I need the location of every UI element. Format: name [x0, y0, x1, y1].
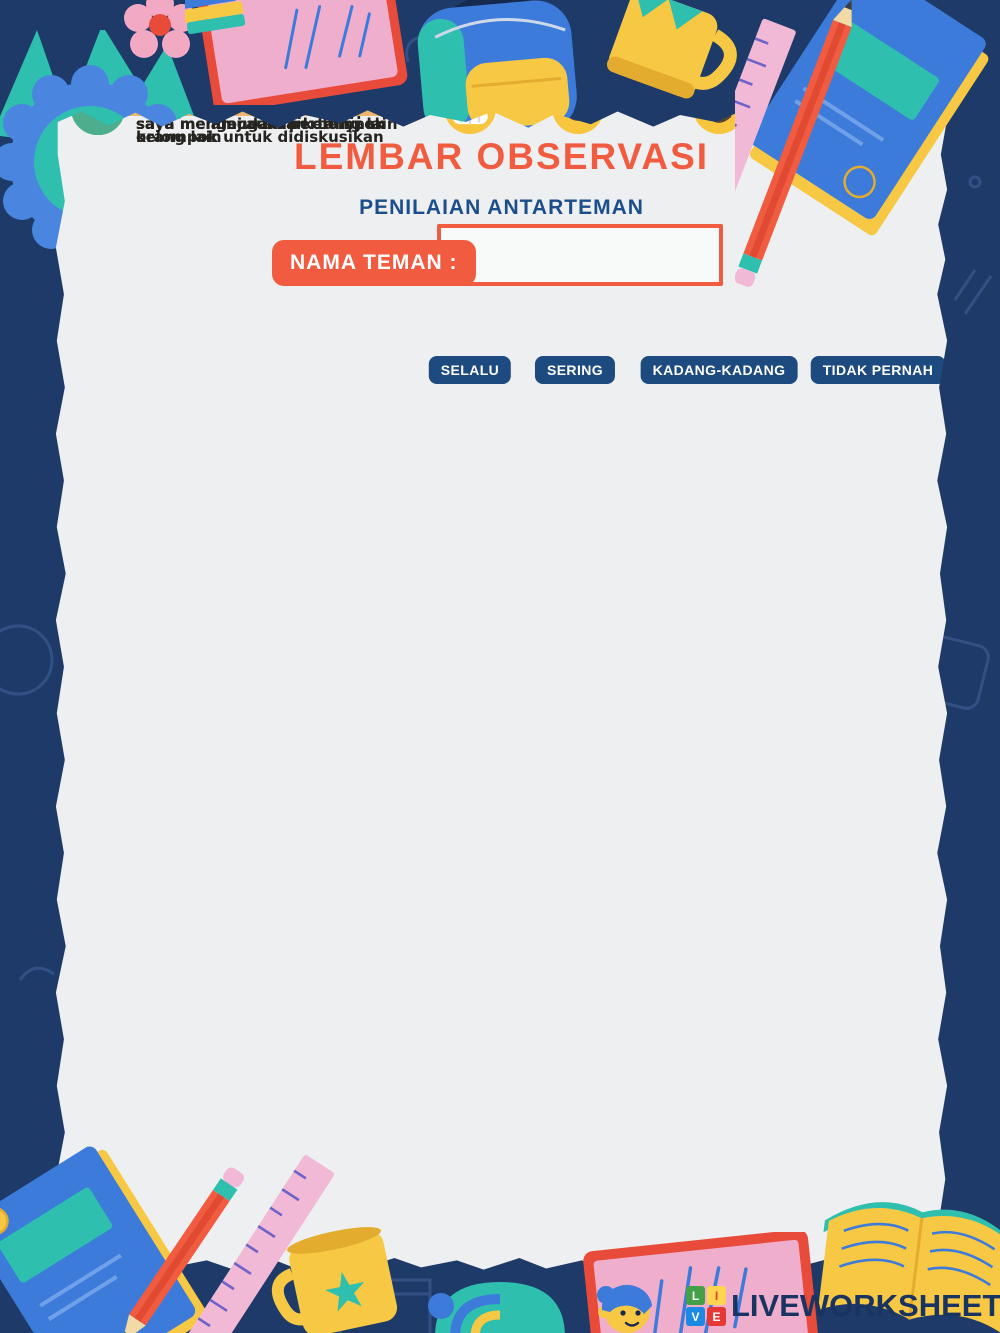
teal-backpack-decoration [428, 1282, 565, 1333]
page-subtitle: PENILAIAN ANTARTEMAN [359, 196, 644, 219]
row-number: 6 [71, 110, 125, 135]
page-title: LEMBAR OBSERVASI [293, 136, 710, 177]
pensive-face-icon [847, 79, 905, 137]
friend-name-input[interactable] [437, 224, 723, 286]
worksheet-paper: LEMBAR OBSERVASI PENILAIAN ANTARTEMAN NA… [55, 110, 948, 1270]
brand-text: LIVEWORKSHEETS [731, 1288, 1000, 1323]
grinning-face-icon [441, 79, 499, 137]
liveworksheets-logo-icon: L I V E [686, 1286, 726, 1326]
statement-text: Selama kerja kelompok Teman saya melamun [123, 110, 411, 133]
liveworksheets-watermark: L I V E LIVEWORKSHEETS [686, 1286, 1000, 1326]
column-header-tidak-pernah: TIDAK PERNAH [810, 356, 946, 384]
option-selalu-row-6[interactable] [441, 79, 499, 137]
logo-square-l: L [686, 1286, 705, 1305]
name-label: NAMA TEMAN : [272, 240, 476, 286]
column-header-kadang-kadang: KADANG-KADANG [640, 356, 798, 384]
svg-text:★: ★ [317, 1258, 375, 1326]
column-header-selalu: SELALU [428, 356, 512, 384]
notebook-decoration [185, 0, 408, 105]
option-sering-row-6[interactable] [549, 79, 607, 137]
flower-decoration [124, 0, 196, 58]
option-tidak-pernah-row-6[interactable] [847, 79, 905, 137]
logo-square-v: V [686, 1307, 705, 1326]
logo-square-e: E [707, 1307, 726, 1326]
option-kadang-kadang-row-6[interactable] [690, 79, 748, 137]
column-header-sering: SERING [534, 356, 616, 384]
sunglasses-face-icon [690, 79, 748, 137]
boy-character-decoration [597, 1284, 652, 1333]
logo-square-i: I [707, 1286, 726, 1305]
mug-decoration [606, 0, 737, 99]
winking-face-icon [549, 79, 607, 137]
